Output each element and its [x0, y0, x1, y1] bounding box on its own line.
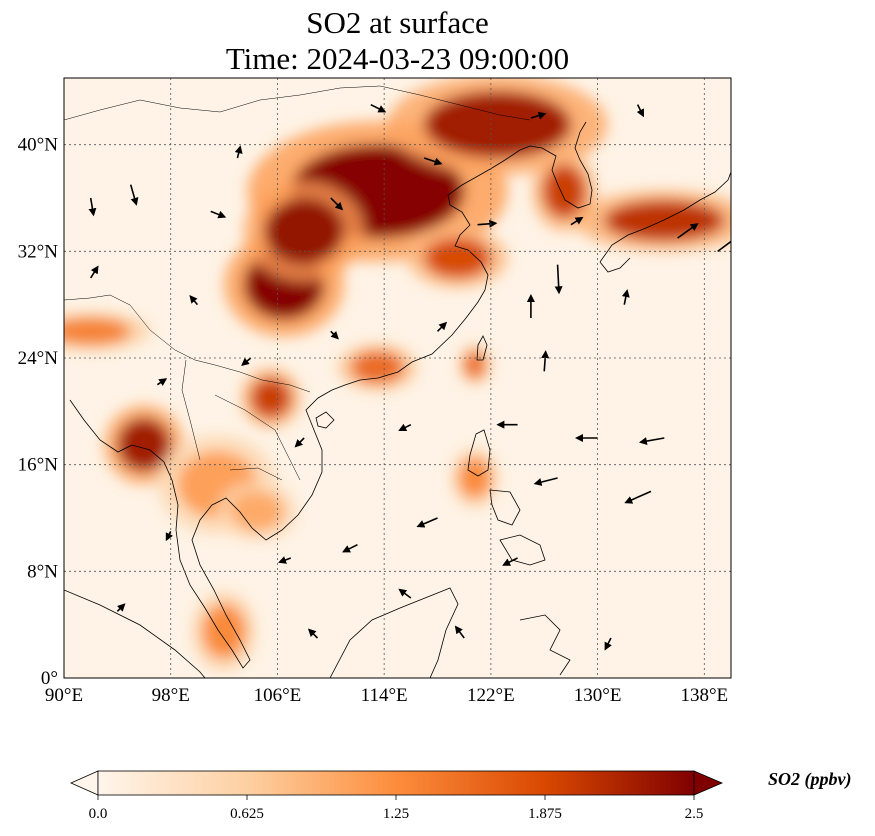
colorbar: 0.0 0.625 1.25 1.875 2.5 — [70, 770, 724, 822]
wind-arrow — [436, 321, 448, 332]
wind-arrow — [307, 628, 319, 639]
latitude-tick-label: 24°N — [18, 348, 59, 369]
wind-arrow — [88, 197, 97, 217]
plume-core — [542, 164, 586, 218]
plume-core — [117, 418, 171, 472]
plume-core — [458, 458, 491, 498]
wind-arrow — [156, 378, 168, 386]
plume-core — [424, 91, 571, 158]
so2-concentration-field — [64, 78, 731, 672]
wind-vector-field — [88, 103, 731, 651]
colorbar-lower-extension — [70, 770, 99, 796]
colorbar-tick-label: 1.25 — [383, 806, 409, 822]
taiwan-coastline — [476, 335, 488, 361]
wind-arrow — [477, 219, 498, 228]
wind-arrow — [294, 437, 305, 448]
plume-core — [264, 198, 345, 265]
longitude-tick-label: 122°E — [467, 685, 515, 706]
wind-arrow — [330, 197, 344, 211]
wind-arrow — [129, 184, 139, 206]
colorbar-tick-label: 0.0 — [89, 806, 108, 822]
wind-arrow — [210, 210, 227, 219]
axis-tick-labels: 90°E 98°E 106°E 114°E 122°E 130°E 138°E 0° 8°N 16… — [18, 135, 729, 706]
colorbar-gradient — [97, 770, 695, 796]
china-coastline — [331, 145, 531, 391]
wind-arrow — [502, 557, 518, 566]
colorbar-upper-extension — [693, 770, 724, 796]
wind-arrow — [241, 357, 252, 367]
wind-arrow — [234, 145, 243, 159]
wind-arrow — [638, 437, 665, 446]
wind-arrow — [278, 556, 292, 564]
latitude-tick-label: 0° — [41, 668, 58, 689]
plume-core — [350, 351, 405, 384]
longitude-tick-label: 130°E — [574, 685, 622, 706]
latitude-tick-label: 32°N — [18, 241, 59, 262]
wind-arrow — [541, 350, 550, 372]
wind-arrow — [636, 104, 644, 118]
sulawesi-coastline — [519, 614, 571, 676]
plume-core — [64, 318, 131, 345]
longitude-tick-label: 138°E — [680, 685, 728, 706]
colorbar-tick-label: 0.625 — [230, 806, 264, 822]
longitude-tick-label: 98°E — [152, 685, 190, 706]
wind-arrow — [717, 240, 731, 252]
coastlines — [64, 121, 731, 678]
hainan-coastline — [315, 411, 335, 429]
indochina-coastline — [69, 389, 333, 669]
latitude-tick-label: 40°N — [18, 135, 59, 156]
wind-arrow — [370, 103, 387, 113]
korea-coastline — [529, 121, 593, 209]
map-title: SO2 at surface — [306, 5, 489, 40]
sumatra-coastline — [64, 589, 206, 678]
latitude-tick-label: 16°N — [18, 455, 59, 476]
wind-arrow — [624, 490, 652, 504]
colorbar-tick-label: 2.5 — [685, 806, 704, 822]
wind-arrow — [530, 111, 547, 120]
longitude-tick-label: 114°E — [361, 685, 408, 706]
wind-arrow — [116, 603, 126, 612]
wind-arrow — [330, 330, 339, 340]
wind-arrow — [342, 543, 358, 553]
wind-arrow — [621, 289, 630, 305]
wind-arrow — [398, 588, 412, 599]
plume-core — [230, 491, 285, 532]
borneo-coastline — [329, 587, 459, 678]
wind-arrow — [189, 295, 199, 306]
japan-coastline — [599, 171, 731, 273]
wind-arrow — [570, 216, 584, 226]
wind-arrow — [533, 477, 558, 486]
wind-arrow — [416, 517, 438, 528]
country-borders — [64, 85, 531, 481]
longitude-tick-label: 106°E — [254, 685, 302, 706]
wind-arrow — [165, 530, 173, 542]
wind-arrow — [677, 223, 699, 239]
graticule — [63, 78, 731, 679]
longitude-tick-label: 90°E — [45, 685, 83, 706]
plume-core — [424, 238, 491, 278]
wind-arrow — [90, 265, 99, 279]
plume-core — [464, 351, 486, 378]
colorbar-title: SO2 (ppbv) — [768, 769, 852, 789]
colorbar-ticks: 0.0 0.625 1.25 1.875 2.5 — [89, 795, 704, 822]
wind-arrow — [554, 264, 563, 295]
plume-core — [250, 378, 291, 418]
latitude-tick-label: 8°N — [27, 561, 58, 582]
map-panel: 90°E 98°E 106°E 114°E 122°E 130°E 138°E 0° 8°N 16… — [18, 77, 732, 706]
plume-core — [202, 604, 246, 658]
wind-arrow — [423, 157, 443, 166]
plume-core — [604, 200, 725, 241]
wind-arrow — [604, 637, 612, 651]
wind-arrow — [398, 423, 412, 431]
map-frame — [63, 77, 732, 679]
wind-arrow — [454, 625, 465, 639]
colorbar-tick-label: 1.875 — [528, 806, 562, 822]
map-timestamp: Time: 2024-03-23 09:00:00 — [225, 41, 570, 76]
